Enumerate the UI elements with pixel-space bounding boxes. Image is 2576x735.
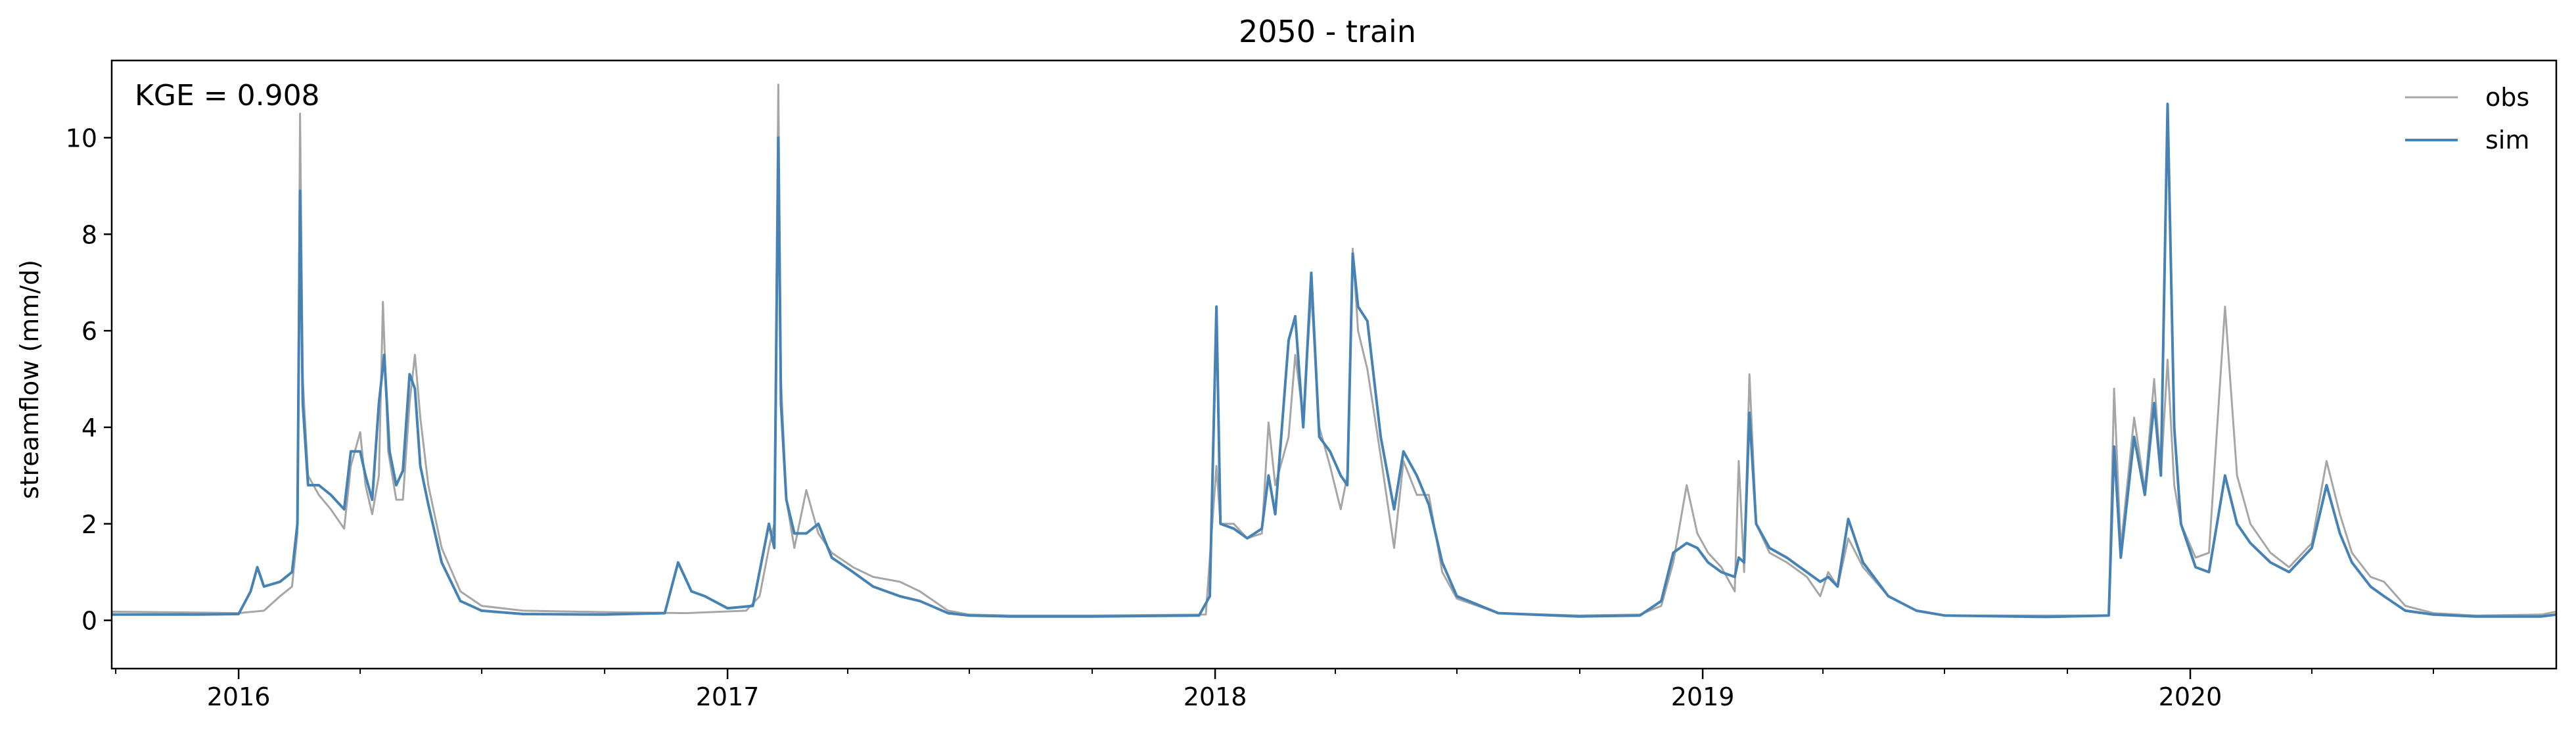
legend-label-sim: sim: [2485, 126, 2529, 154]
x-tick-label: 2019: [1671, 682, 1735, 711]
legend: obs sim: [2405, 83, 2529, 154]
y-axis-label: streamflow (mm/d): [15, 260, 44, 499]
kge-annotation: KGE = 0.908: [135, 79, 320, 112]
x-axis-ticks: 2016 2017 2018 2019 2020: [115, 669, 2434, 711]
x-tick-label: 2016: [207, 682, 271, 711]
series-line-obs: [111, 83, 2557, 617]
y-axis-ticks: 0 2 4 6 8 10: [66, 124, 112, 636]
x-tick-label: 2018: [1184, 682, 1247, 711]
y-tick-label: 2: [81, 510, 97, 539]
series-line-sim: [112, 103, 2557, 619]
chart-title: 2050 - train: [1239, 14, 1416, 49]
legend-label-obs: obs: [2485, 83, 2529, 112]
y-tick-label: 8: [81, 220, 97, 249]
series-layer: [111, 83, 2557, 619]
y-tick-label: 10: [66, 124, 97, 153]
y-tick-label: 4: [81, 414, 97, 442]
y-tick-label: 0: [81, 607, 97, 636]
y-tick-label: 6: [81, 317, 97, 346]
plot-area: [110, 59, 2558, 670]
x-tick-label: 2017: [696, 682, 760, 711]
x-tick-label: 2020: [2159, 682, 2222, 711]
axes-frame: [110, 59, 2558, 670]
